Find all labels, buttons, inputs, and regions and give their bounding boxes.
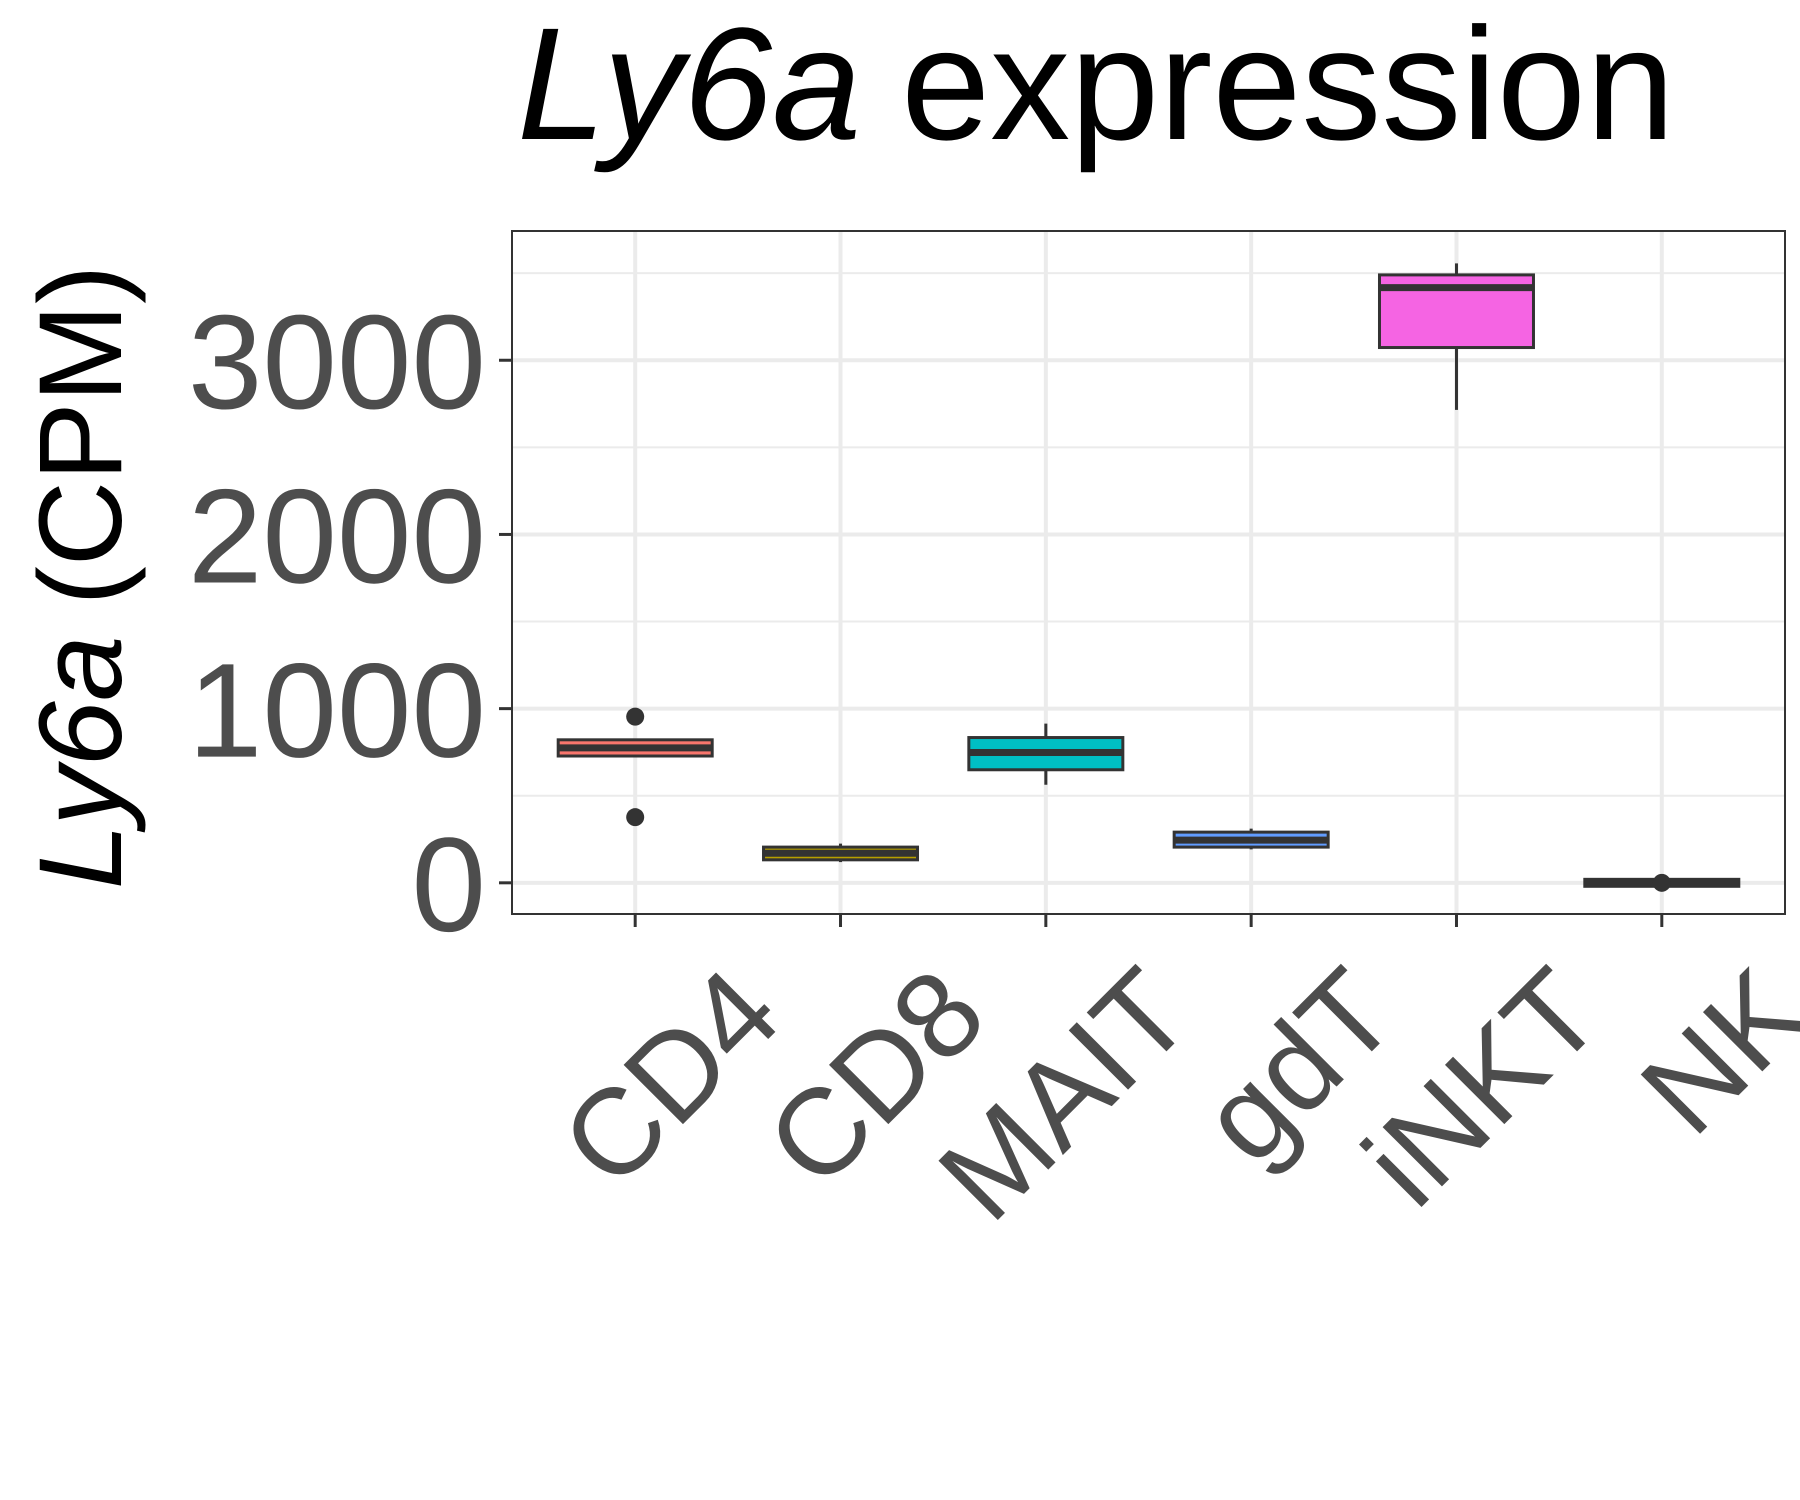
outlier xyxy=(626,707,645,726)
chart-title: Ly6a expression xyxy=(517,0,1675,173)
x-tick-label: NK xyxy=(1615,943,1800,1159)
y-tick-label: 0 xyxy=(411,811,486,960)
outlier xyxy=(626,808,645,827)
y-label-rest: (CPM) xyxy=(15,265,147,606)
y-label-gene: Ly6a xyxy=(15,636,147,890)
x-tick-label: iNKT xyxy=(1338,943,1626,1231)
x-tick-label: CD4 xyxy=(536,943,805,1212)
y-tick-label: 1000 xyxy=(188,637,486,786)
y-tick-label: 2000 xyxy=(188,462,486,611)
y-axis-title: Ly6a (CPM) xyxy=(15,265,147,890)
outlier xyxy=(1652,873,1671,892)
y-tick-label: 3000 xyxy=(188,288,486,437)
title-gene: Ly6a xyxy=(517,0,861,173)
title-rest: expression xyxy=(901,0,1675,173)
panel-border xyxy=(511,230,1786,915)
